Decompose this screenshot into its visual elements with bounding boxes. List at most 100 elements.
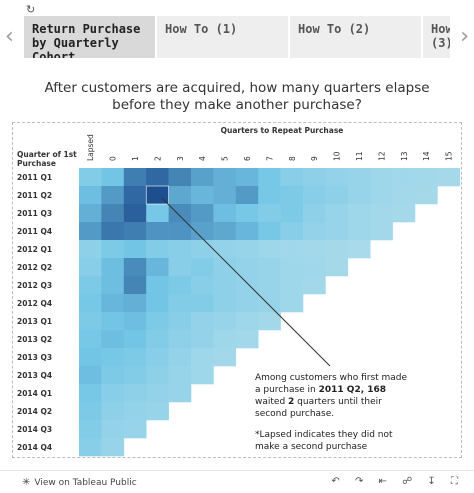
heatmap-cell[interactable] (79, 186, 102, 205)
heatmap-cell[interactable] (325, 204, 349, 223)
heatmap-cell[interactable] (123, 366, 147, 385)
heatmap-cell[interactable] (168, 240, 192, 259)
heatmap-cell[interactable] (123, 240, 147, 259)
heatmap-cell[interactable] (146, 222, 169, 241)
heatmap-cell[interactable] (415, 186, 438, 205)
fullscreen-icon[interactable]: ⛶ (451, 476, 458, 487)
heatmap-cell[interactable] (101, 438, 125, 457)
heatmap-cell[interactable] (303, 276, 326, 295)
heatmap-cell[interactable] (280, 294, 304, 313)
heatmap-cell[interactable] (101, 348, 125, 367)
view-on-tableau-link[interactable]: ✳ View on Tableau Public (22, 477, 137, 488)
heatmap-cell[interactable] (325, 258, 349, 277)
heatmap-cell[interactable] (235, 294, 259, 313)
heatmap-cell[interactable] (347, 204, 371, 223)
heatmap-cell[interactable] (325, 240, 349, 259)
heatmap-cell[interactable] (370, 168, 393, 187)
heatmap-cell[interactable] (258, 186, 281, 205)
heatmap-cell[interactable] (79, 240, 102, 259)
share-icon[interactable]: ☍ (402, 476, 413, 487)
heatmap-cell[interactable] (79, 258, 102, 277)
heatmap-cell[interactable] (168, 204, 192, 223)
heatmap-cell[interactable] (213, 258, 237, 277)
heatmap-cell[interactable] (168, 258, 192, 277)
heatmap-cell[interactable] (258, 240, 281, 259)
heatmap-cell[interactable] (123, 330, 147, 349)
heatmap-cell[interactable] (191, 348, 214, 367)
heatmap-cell[interactable] (191, 186, 214, 205)
heatmap-cell[interactable] (347, 222, 371, 241)
heatmap-cell[interactable] (191, 258, 214, 277)
heatmap-cell[interactable] (123, 312, 147, 331)
heatmap-cell[interactable] (280, 168, 304, 187)
heatmap-cell[interactable] (280, 186, 304, 205)
heatmap-cell[interactable] (123, 348, 147, 367)
heatmap-cell[interactable] (101, 258, 125, 277)
heatmap-cell[interactable] (347, 240, 371, 259)
heatmap-cell[interactable] (280, 204, 304, 223)
heatmap-cell[interactable] (392, 168, 416, 187)
reload-icon[interactable]: ↻ (26, 3, 36, 16)
heatmap-cell[interactable] (258, 204, 281, 223)
heatmap-cell[interactable] (370, 204, 393, 223)
heatmap-cell[interactable] (101, 186, 125, 205)
heatmap-cell[interactable] (280, 240, 304, 259)
heatmap-cell[interactable] (123, 168, 147, 187)
heatmap-cell[interactable] (235, 186, 259, 205)
heatmap-cell[interactable] (213, 204, 237, 223)
heatmap-cell[interactable] (235, 330, 259, 349)
heatmap-cell[interactable] (101, 294, 125, 313)
heatmap-cell[interactable] (168, 330, 192, 349)
heatmap-cell[interactable] (168, 222, 192, 241)
heatmap-cell[interactable] (101, 420, 125, 439)
heatmap-cell[interactable] (123, 204, 147, 223)
heatmap-cell[interactable] (146, 312, 169, 331)
heatmap-cell[interactable] (168, 168, 192, 187)
tab-how-to-3[interactable]: How To (3) (423, 16, 450, 58)
heatmap-cell[interactable] (392, 204, 416, 223)
heatmap-cell[interactable] (325, 186, 349, 205)
heatmap-cell[interactable] (258, 312, 281, 331)
heatmap-cell[interactable] (258, 222, 281, 241)
heatmap-cell[interactable] (347, 168, 371, 187)
heatmap-cell[interactable] (101, 240, 125, 259)
heatmap-cell[interactable] (168, 348, 192, 367)
heatmap-cell[interactable] (79, 438, 102, 457)
heatmap-cell[interactable] (213, 276, 237, 295)
heatmap-cell[interactable] (146, 348, 169, 367)
tab-how-to-2[interactable]: How To (2) (290, 16, 421, 58)
heatmap-cell[interactable] (191, 294, 214, 313)
heatmap-cell[interactable] (168, 384, 192, 403)
heatmap-cell[interactable] (191, 240, 214, 259)
heatmap-cell[interactable] (146, 366, 169, 385)
heatmap-cell[interactable] (101, 204, 125, 223)
heatmap-cell[interactable] (123, 258, 147, 277)
heatmap-cell[interactable] (213, 330, 237, 349)
heatmap-cell[interactable] (146, 402, 169, 421)
heatmap-cell[interactable] (280, 276, 304, 295)
heatmap-cell[interactable] (370, 222, 393, 241)
heatmap-cell[interactable] (101, 384, 125, 403)
heatmap-cell[interactable] (79, 312, 102, 331)
heatmap-cell[interactable] (101, 366, 125, 385)
heatmap-cell[interactable] (303, 204, 326, 223)
heatmap-cell[interactable] (303, 168, 326, 187)
heatmap-cell[interactable] (79, 384, 102, 403)
heatmap-cell[interactable] (79, 168, 102, 187)
heatmap-cell[interactable] (146, 204, 169, 223)
heatmap-cell[interactable] (213, 186, 237, 205)
heatmap-cell[interactable] (191, 276, 214, 295)
heatmap-cell[interactable] (79, 348, 102, 367)
heatmap-cell[interactable] (213, 240, 237, 259)
heatmap-cell[interactable] (123, 420, 147, 439)
heatmap-cell[interactable] (123, 186, 147, 205)
heatmap-cell[interactable] (146, 168, 169, 187)
heatmap-cell[interactable] (325, 222, 349, 241)
heatmap-cell[interactable] (101, 312, 125, 331)
chevron-right-icon[interactable]: › (460, 24, 469, 49)
heatmap-cell[interactable] (123, 402, 147, 421)
heatmap-cell[interactable] (347, 186, 371, 205)
heatmap-cell[interactable] (280, 258, 304, 277)
heatmap-cell[interactable] (325, 168, 349, 187)
heatmap-cell[interactable] (79, 402, 102, 421)
